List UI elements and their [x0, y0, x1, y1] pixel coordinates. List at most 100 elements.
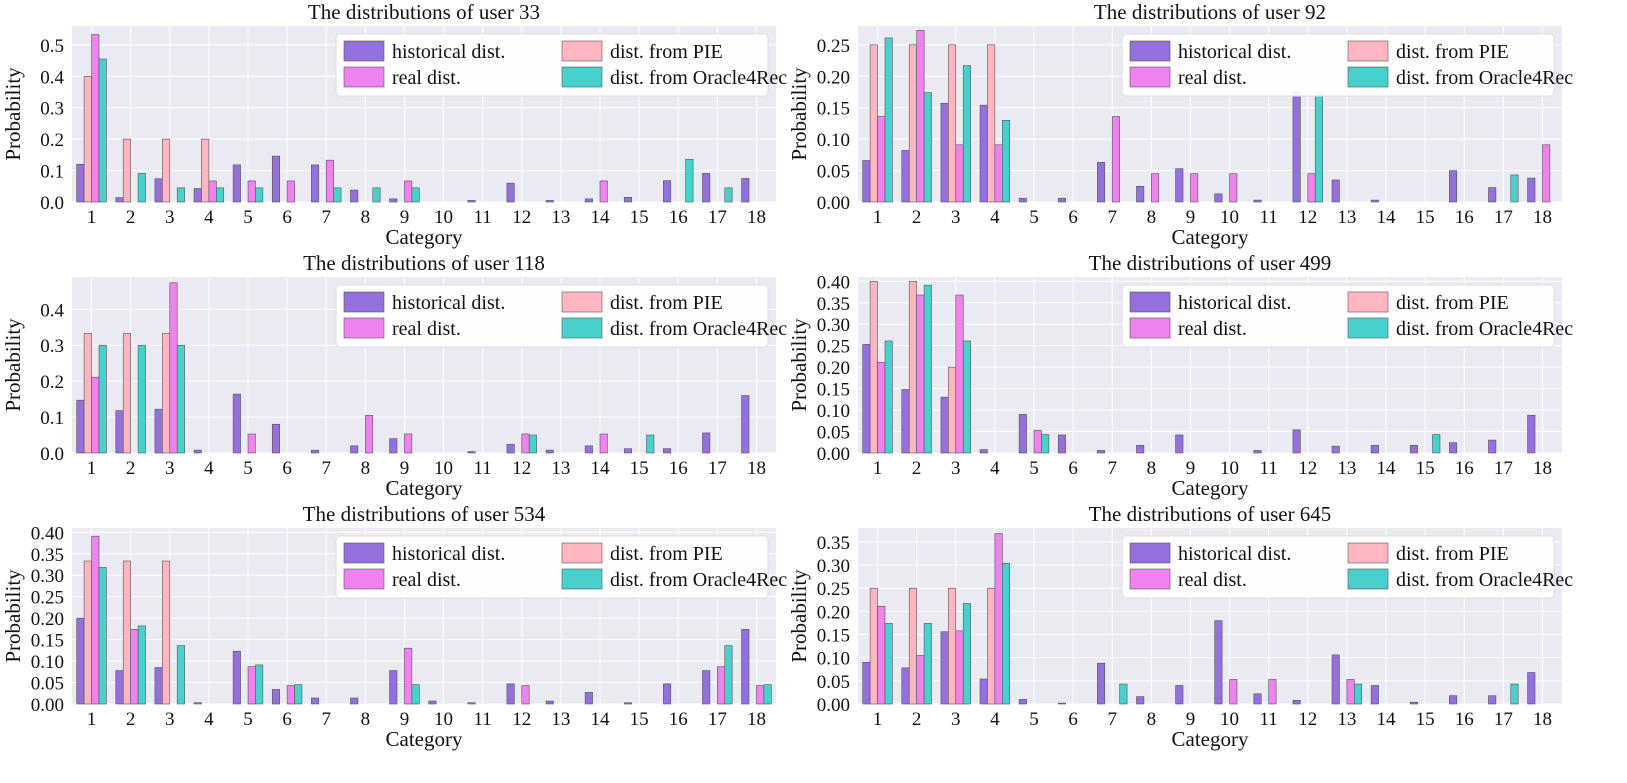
x-tick-label: 17 [1494, 207, 1513, 228]
legend-label: dist. from PIE [1396, 543, 1509, 565]
x-tick-label: 1 [87, 458, 97, 479]
bar [1229, 173, 1238, 203]
bar [702, 670, 711, 705]
bar [1314, 92, 1323, 203]
bar [741, 629, 750, 705]
x-tick-label: 16 [1455, 709, 1474, 730]
x-tick-label: 1 [87, 207, 97, 228]
bar [979, 449, 988, 454]
x-tick-label: 5 [243, 207, 253, 228]
y-tick-label: 0.0 [40, 444, 64, 465]
x-axis-label: Category [386, 476, 463, 500]
bar [506, 444, 515, 454]
y-tick-label: 0.2 [40, 372, 64, 393]
bar [311, 164, 320, 203]
legend-swatch [1129, 317, 1171, 339]
bar [404, 647, 413, 705]
bar [1111, 116, 1120, 203]
bar [962, 340, 971, 454]
bar [1268, 679, 1277, 705]
bar [1331, 179, 1340, 203]
x-tick-label: 10 [1220, 709, 1239, 730]
x-tick-label: 15 [630, 207, 649, 228]
bar [1253, 693, 1262, 705]
bar [411, 684, 420, 705]
legend-box [335, 535, 769, 599]
bar [584, 198, 593, 203]
legend-label: dist. from Oracle4Rec [610, 67, 787, 89]
bar [506, 182, 515, 203]
x-tick-label: 15 [630, 458, 649, 479]
bar [1175, 434, 1184, 454]
legend-box [335, 284, 769, 348]
y-tick-label: 0.05 [817, 672, 850, 693]
chart-panel-5: 0.000.050.100.150.200.250.300.350.401 2 3 4… [1, 502, 787, 751]
y-tick-label: 0.15 [817, 99, 850, 120]
bar [663, 683, 672, 705]
x-tick-label: 11 [474, 458, 492, 479]
bar [115, 670, 124, 705]
x-tick-label: 9 [1186, 458, 1196, 479]
bar [467, 451, 476, 454]
x-tick-label: 16 [1455, 207, 1474, 228]
x-tick-label: 15 [1416, 458, 1435, 479]
legend-swatch [343, 317, 385, 339]
legend-label: dist. from Oracle4Rec [610, 318, 787, 340]
bar [862, 662, 871, 705]
bar [467, 702, 476, 705]
bar [884, 37, 893, 203]
bar [940, 631, 949, 705]
x-tick-label: 8 [1147, 709, 1157, 730]
bar [884, 340, 893, 454]
x-axis-label: Category [1172, 476, 1249, 500]
bar [702, 173, 711, 203]
bar [83, 333, 92, 454]
x-tick-label: 16 [1455, 458, 1474, 479]
bar [1002, 119, 1011, 203]
x-tick-label: 10 [1220, 458, 1239, 479]
bar [98, 58, 107, 203]
chart-title: The distributions of user 645 [1089, 502, 1332, 526]
bar [1307, 173, 1316, 203]
bar [176, 187, 185, 203]
bar [1175, 168, 1184, 203]
x-tick-label: 12 [1298, 458, 1317, 479]
legend-label: dist. from Oracle4Rec [1396, 318, 1573, 340]
bar [763, 684, 772, 705]
y-tick-label: 0.5 [40, 36, 64, 57]
legend-swatch [1129, 568, 1171, 590]
bar [1097, 450, 1106, 454]
bar [948, 44, 957, 203]
y-tick-label: 0.05 [817, 162, 850, 183]
bar [545, 700, 554, 705]
bar [1488, 695, 1497, 705]
bar [350, 189, 359, 203]
x-tick-label: 6 [1068, 207, 1078, 228]
y-axis-label: Probability [787, 569, 811, 663]
bar [115, 197, 124, 203]
x-tick-label: 14 [591, 709, 611, 730]
bar [176, 344, 185, 454]
legend-swatch [1129, 66, 1171, 88]
legend: historical dist. real dist. dist. from PIE… [1121, 33, 1573, 97]
y-tick-label: 0.3 [40, 336, 64, 357]
bar [584, 692, 593, 705]
bar [1190, 173, 1199, 203]
bar [724, 187, 733, 203]
bar [193, 702, 202, 705]
bar [1292, 429, 1301, 454]
x-tick-label: 2 [126, 709, 136, 730]
bar [1409, 701, 1418, 705]
legend-label: real dist. [1178, 569, 1247, 591]
y-tick-label: 0.00 [31, 695, 64, 716]
bar [91, 34, 100, 203]
bar [545, 449, 554, 454]
bar [98, 567, 107, 705]
bar [1151, 173, 1160, 203]
bar [1432, 434, 1441, 454]
x-tick-label: 14 [1377, 458, 1397, 479]
bar [216, 187, 225, 203]
bar [1292, 699, 1301, 705]
bar [162, 560, 171, 705]
